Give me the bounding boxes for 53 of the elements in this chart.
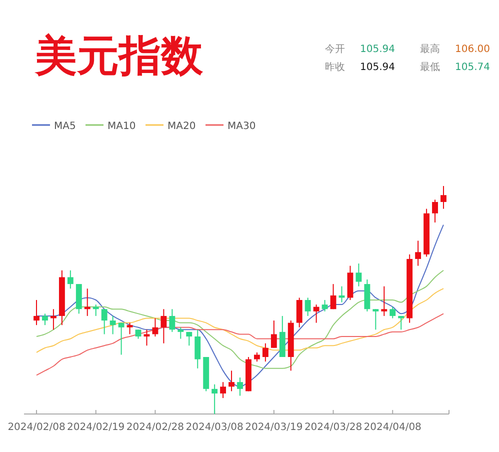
candlestick <box>322 300 328 312</box>
candlestick <box>270 320 277 348</box>
candlestick <box>220 382 226 399</box>
candlestick <box>178 326 184 340</box>
candlestick <box>381 286 388 316</box>
candlestick <box>237 377 243 396</box>
candlestick <box>186 331 192 346</box>
text: 昨收 <box>325 61 345 73</box>
candlestick <box>390 306 396 319</box>
x-tick-label: 2024/04/08 <box>364 422 422 433</box>
candlestick <box>304 297 311 316</box>
x-tick-label: 2024/02/19 <box>67 422 125 433</box>
legend-label: MA20 <box>168 121 196 132</box>
candlestick <box>67 270 74 290</box>
text: 最高 <box>420 43 440 55</box>
x-tick-label: 2024/02/08 <box>8 422 66 433</box>
candlestick <box>110 315 116 335</box>
x-tick-label: 2024/02/28 <box>126 422 184 433</box>
candlestick <box>228 370 234 392</box>
candlestick <box>118 322 124 356</box>
text: 105.74 <box>455 62 490 73</box>
candlestick <box>126 322 133 335</box>
candlestick <box>144 329 150 346</box>
candlestick <box>372 308 379 330</box>
candlestick <box>432 199 438 223</box>
candlestick <box>42 313 48 326</box>
text: 今开 <box>325 43 345 55</box>
candlestick <box>152 318 158 337</box>
candlestick <box>356 263 362 287</box>
candlestick <box>262 342 268 362</box>
text: 105.94 <box>360 62 395 73</box>
candlestick <box>440 186 446 210</box>
candlestick <box>194 329 201 369</box>
text: 最低 <box>420 62 440 73</box>
candlestick <box>169 308 176 332</box>
text: 105.94 <box>360 44 395 55</box>
x-tick-label: 2024/03/08 <box>186 422 244 433</box>
text: 106.00 <box>455 44 490 55</box>
candlestick <box>313 304 320 324</box>
candlestick <box>160 308 167 344</box>
chart-title: 美元指数 <box>34 31 204 80</box>
candlestick <box>296 297 302 328</box>
candlestick <box>330 284 336 310</box>
legend-label: MA30 <box>228 121 256 132</box>
candlestick <box>34 300 40 326</box>
legend-label: MA10 <box>108 121 136 132</box>
legend-label: MA5 <box>54 121 76 132</box>
candlestick <box>135 329 142 340</box>
x-tick-label: 2024/03/28 <box>304 422 362 433</box>
candlestick <box>101 308 108 335</box>
x-tick-label: 2024/03/19 <box>245 422 303 433</box>
candlestick <box>415 240 422 266</box>
candlestick <box>254 352 260 362</box>
